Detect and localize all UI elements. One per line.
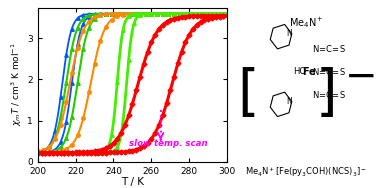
- Text: N$\!=\!$C$\!=\!$S: N$\!=\!$C$\!=\!$S: [312, 89, 346, 99]
- Text: N$\!=\!$C$\!=\!$S: N$\!=\!$C$\!=\!$S: [312, 43, 346, 54]
- Text: ]$^-$: ]$^-$: [315, 67, 375, 121]
- Y-axis label: $\chi_m T$ / cm$^3$ K mol$^{-1}$: $\chi_m T$ / cm$^3$ K mol$^{-1}$: [10, 43, 25, 127]
- Text: HO: HO: [293, 67, 306, 76]
- Text: [: [: [237, 67, 259, 121]
- X-axis label: T / K: T / K: [121, 177, 144, 187]
- Text: Me$_4$N$^+$: Me$_4$N$^+$: [289, 15, 324, 30]
- Text: $\mathbf{Fe}$: $\mathbf{Fe}$: [302, 65, 316, 77]
- Text: slow temp. scan: slow temp. scan: [129, 139, 207, 148]
- Text: N: N: [286, 97, 292, 106]
- Text: Me$_4$N$^+$[Fe(py$_3$COH)(NCS)$_3$]$^-$: Me$_4$N$^+$[Fe(py$_3$COH)(NCS)$_3$]$^-$: [245, 165, 367, 179]
- Text: N: N: [286, 29, 292, 38]
- Text: N$\!=\!$C$\!=\!$S: N$\!=\!$C$\!=\!$S: [312, 66, 346, 77]
